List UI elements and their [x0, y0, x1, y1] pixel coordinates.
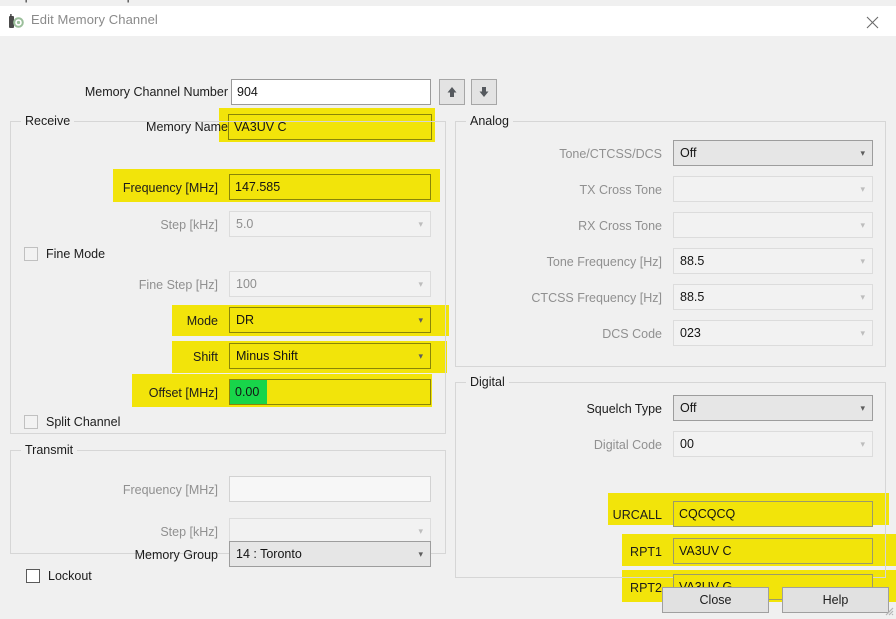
mode-label: Mode	[186, 314, 218, 328]
offset-value: 0.00	[230, 380, 268, 404]
menu-item-0[interactable]: Help	[6, 0, 32, 3]
checkbox-box	[24, 247, 38, 261]
chevron-down-icon: ▾	[418, 351, 423, 361]
chevron-down-icon: ▾	[418, 279, 423, 289]
analog-row-4-dropdown[interactable]: 88.5 ▾	[673, 284, 873, 310]
chevron-down-icon: ▾	[418, 315, 423, 325]
split-channel-label: Split Channel	[46, 415, 121, 429]
rpt1-input[interactable]: VA3UV C	[673, 538, 873, 564]
analog-row-4-value: 88.5	[680, 290, 705, 304]
memory-group-value: 14 : Toronto	[236, 547, 302, 561]
dialog-body: Memory Channel Number 904 Memory Name VA…	[0, 36, 896, 618]
shift-value: Minus Shift	[236, 349, 298, 363]
fine-mode-label: Fine Mode	[46, 247, 106, 261]
analog-row-5-label: DCS Code	[602, 327, 662, 341]
receive-group-title: Receive	[21, 114, 75, 128]
mode-value: DR	[236, 313, 255, 327]
digital-group: Digital	[455, 375, 886, 578]
squelch-type-label: Squelch Type	[586, 402, 662, 416]
channel-decrement-button[interactable]	[471, 79, 497, 105]
analog-row-1-label: TX Cross Tone	[579, 183, 662, 197]
lockout-label: Lockout	[48, 569, 92, 583]
radio-icon	[8, 14, 24, 30]
rx-frequency-input[interactable]: 147.585	[229, 174, 431, 200]
chevron-down-icon: ▾	[418, 526, 423, 536]
checkbox-box	[26, 569, 40, 583]
menu-bar[interactable]: Help View Help	[0, 0, 896, 6]
chevron-down-icon: ▾	[860, 220, 865, 230]
squelch-type-dropdown[interactable]: Off ▾	[673, 395, 873, 421]
checkbox-box	[24, 415, 38, 429]
fine-step-value: 100	[236, 277, 257, 291]
title-bar: Edit Memory Channel	[0, 6, 896, 37]
channel-number-label: Memory Channel Number	[84, 85, 228, 99]
chevron-down-icon: ▾	[860, 292, 865, 302]
channel-increment-button[interactable]	[439, 79, 465, 105]
fine-step-label: Fine Step [Hz]	[138, 278, 218, 292]
chevron-down-icon: ▾	[418, 549, 423, 559]
rpt2-label: RPT2	[630, 581, 662, 595]
digital-group-title: Digital	[466, 375, 509, 389]
digital-code-dropdown[interactable]: 00 ▾	[673, 431, 873, 457]
analog-row-2-dropdown[interactable]: ▾	[673, 212, 873, 238]
chevron-down-icon: ▾	[860, 148, 865, 158]
window-title: Edit Memory Channel	[31, 12, 158, 27]
rx-step-value: 5.0	[236, 217, 254, 231]
receive-group: Receive	[10, 114, 446, 434]
squelch-type-value: Off	[680, 401, 697, 415]
tx-frequency-label: Frequency [MHz]	[122, 483, 218, 497]
analog-row-0-dropdown[interactable]: Off ▾	[673, 140, 873, 166]
channel-number-input[interactable]: 904	[231, 79, 431, 105]
analog-group: Analog	[455, 114, 886, 367]
close-button[interactable]: Close	[662, 587, 769, 613]
resize-grip[interactable]	[882, 604, 894, 616]
digital-code-value: 00	[680, 437, 694, 451]
help-button[interactable]: Help	[782, 587, 889, 613]
analog-row-3-label: Tone Frequency [Hz]	[546, 255, 662, 269]
transmit-group: Transmit	[10, 443, 446, 554]
rx-frequency-label: Frequency [MHz]	[122, 181, 218, 195]
memory-name-input[interactable]: VA3UV C	[228, 114, 432, 140]
shift-label: Shift	[192, 350, 218, 364]
menu-item-1[interactable]: View	[56, 0, 83, 3]
transmit-group-title: Transmit	[21, 443, 78, 457]
analog-row-2-label: RX Cross Tone	[578, 219, 662, 233]
analog-row-5-value: 023	[680, 326, 701, 340]
analog-row-0-label: Tone/CTCSS/DCS	[559, 147, 662, 161]
memory-group-dropdown[interactable]: 14 : Toronto ▾	[229, 541, 431, 567]
arrow-up-icon	[447, 87, 457, 97]
menu-item-2[interactable]: Help	[108, 0, 134, 3]
chevron-down-icon: ▾	[860, 439, 865, 449]
analog-row-5-dropdown[interactable]: 023 ▾	[673, 320, 873, 346]
mode-dropdown[interactable]: DR ▾	[229, 307, 431, 333]
shift-dropdown[interactable]: Minus Shift ▾	[229, 343, 431, 369]
memory-group-label: Memory Group	[134, 548, 218, 562]
offset-input[interactable]: 0.00	[229, 379, 431, 405]
urcall-input[interactable]: CQCQCQ	[673, 501, 873, 527]
chevron-down-icon: ▾	[860, 256, 865, 266]
fine-step-dropdown[interactable]: 100 ▾	[229, 271, 431, 297]
analog-row-3-value: 88.5	[680, 254, 705, 268]
chevron-down-icon: ▾	[860, 328, 865, 338]
offset-label: Offset [MHz]	[148, 386, 218, 400]
chevron-down-icon: ▾	[860, 184, 865, 194]
analog-row-3-dropdown[interactable]: 88.5 ▾	[673, 248, 873, 274]
analog-row-0-value: Off	[680, 146, 697, 160]
chevron-down-icon: ▾	[860, 403, 865, 413]
tx-frequency-input[interactable]	[229, 476, 431, 502]
arrow-down-icon	[479, 87, 489, 97]
rx-step-label: Step [kHz]	[160, 218, 218, 232]
close-icon[interactable]	[850, 6, 896, 36]
chevron-down-icon: ▾	[418, 219, 423, 229]
memory-name-label: Memory Name	[146, 120, 228, 134]
analog-group-title: Analog	[466, 114, 513, 128]
analog-row-4-label: CTCSS Frequency [Hz]	[531, 291, 662, 305]
urcall-label: URCALL	[612, 508, 662, 522]
analog-row-1-dropdown[interactable]: ▾	[673, 176, 873, 202]
tx-step-label: Step [kHz]	[160, 525, 218, 539]
digital-code-label: Digital Code	[593, 438, 662, 452]
rpt1-label: RPT1	[630, 545, 662, 559]
rx-step-dropdown[interactable]: 5.0 ▾	[229, 211, 431, 237]
